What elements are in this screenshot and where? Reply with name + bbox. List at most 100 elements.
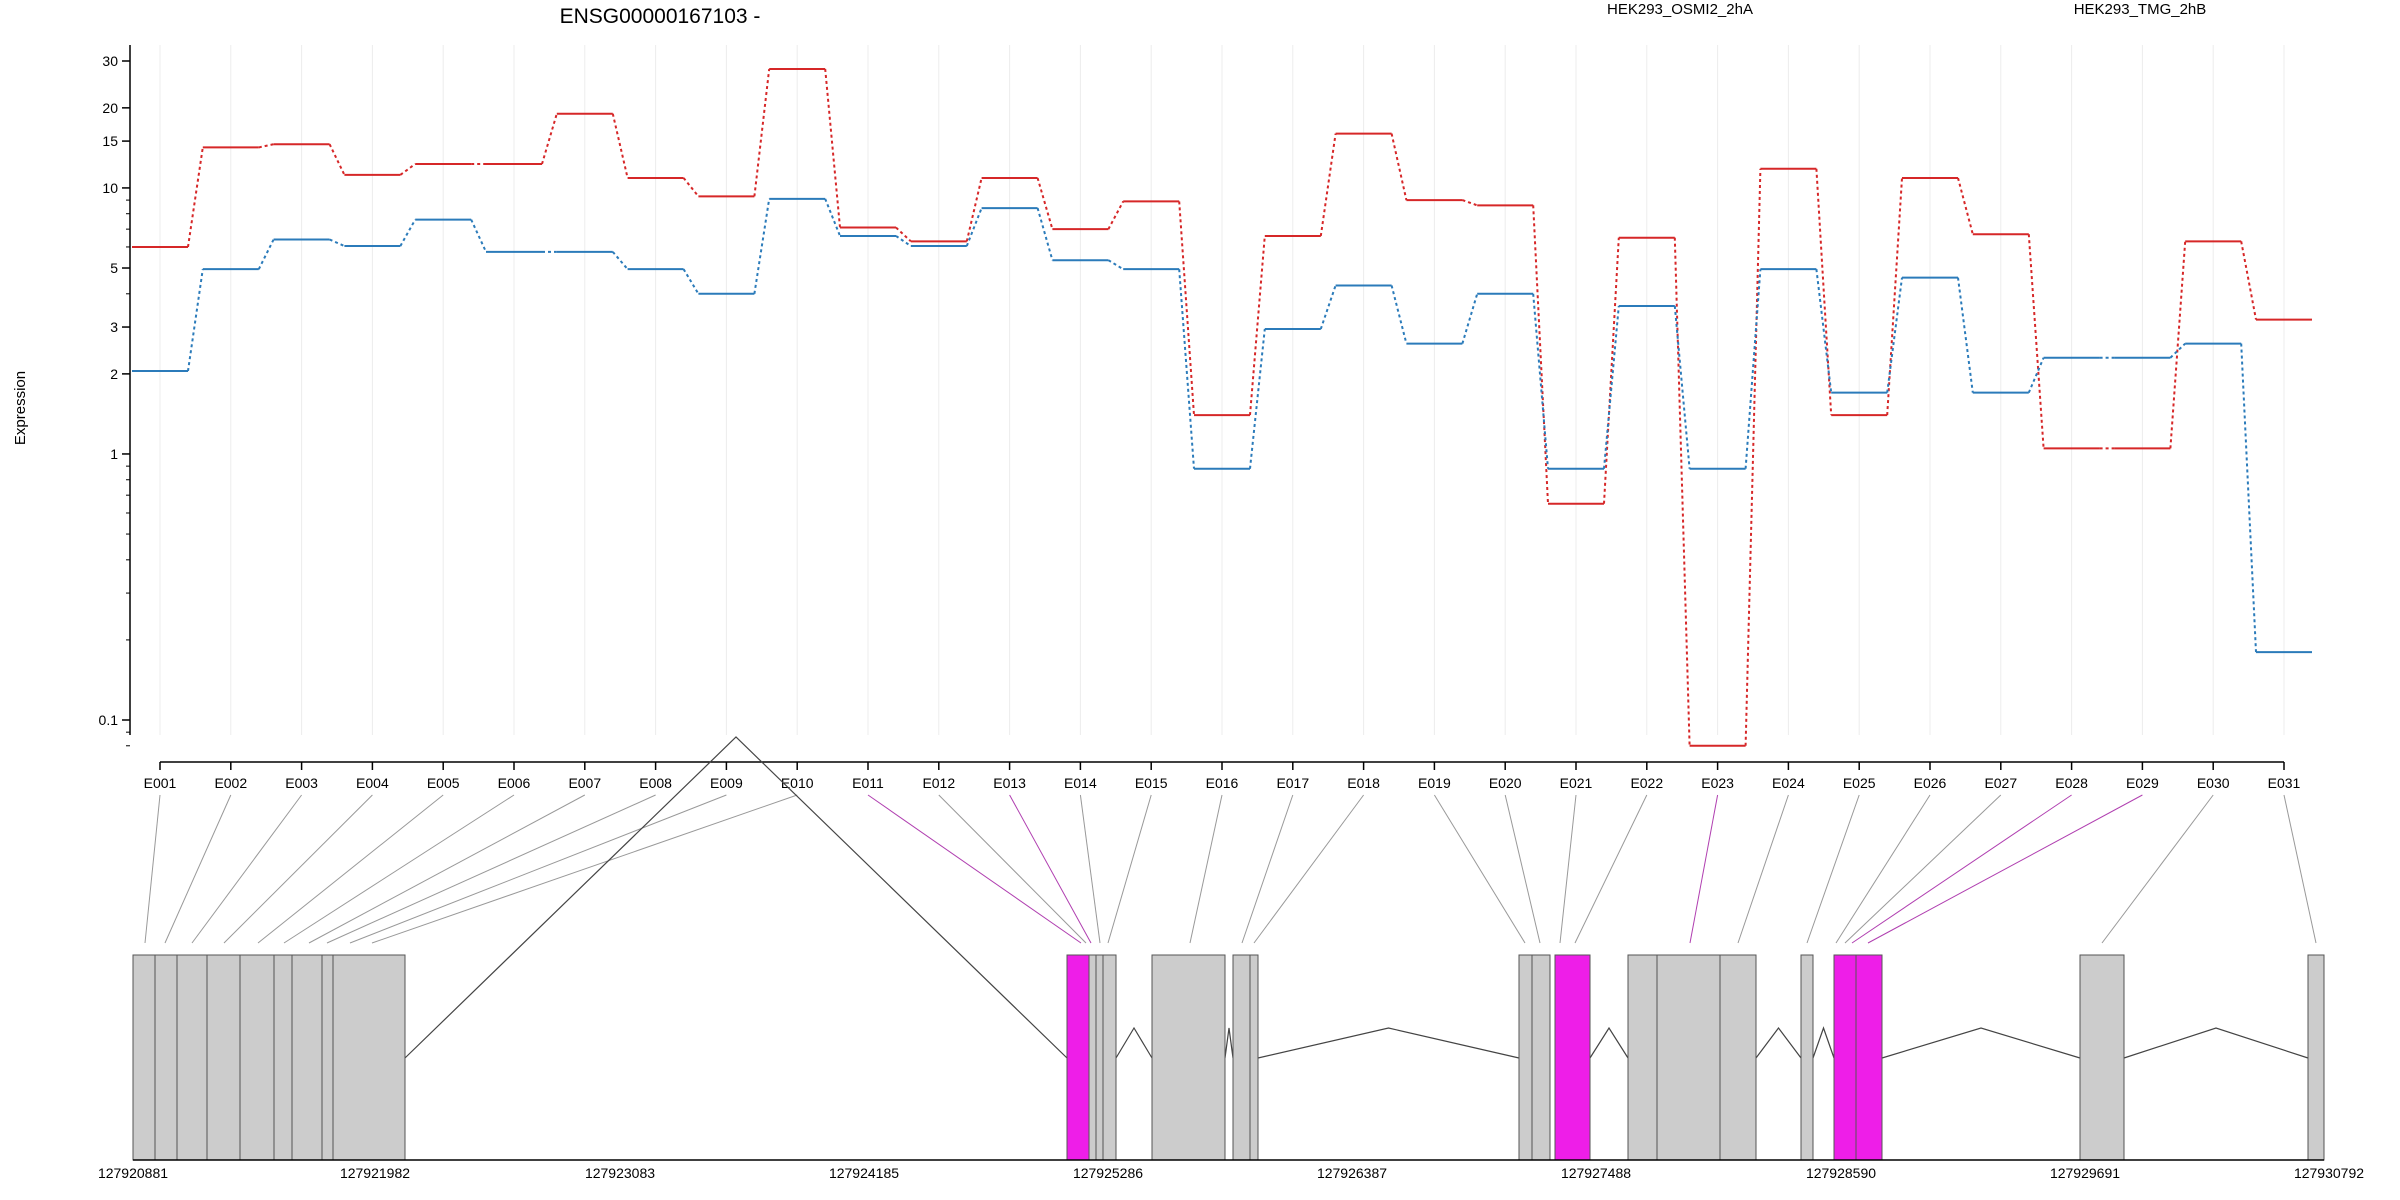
series-2-step — [1957, 277, 1974, 393]
series-2-step — [257, 239, 275, 270]
series-1-step — [1815, 168, 1833, 416]
series-1 — [132, 67, 2312, 747]
series-2-step — [1461, 293, 1479, 344]
x-tick-label-E028: E028 — [2055, 775, 2088, 791]
highlighted-exon-block — [1855, 954, 1883, 1161]
connector-E007 — [308, 794, 586, 944]
exon-block — [1627, 954, 1658, 1161]
coordinate-tick-label: 127924185 — [829, 1165, 899, 1181]
series-1-step — [1036, 177, 1054, 230]
series-2-step — [965, 207, 983, 247]
coordinate-tick-label: 127928590 — [1806, 1165, 1876, 1181]
connector-E008 — [326, 794, 656, 944]
exon-block — [321, 954, 334, 1161]
series-2-step — [1107, 259, 1124, 271]
series-1-step — [1603, 237, 1620, 504]
exon-block — [1249, 954, 1259, 1161]
exon-block — [132, 954, 156, 1161]
legend-entry-series-1: HEK293_OSMI2_2hA — [1607, 1, 1753, 18]
y-tick-label: 10 — [102, 180, 118, 196]
y-tick-label: 1 — [110, 446, 118, 462]
connector-E017 — [1241, 794, 1294, 944]
connector-E029 — [1867, 794, 2143, 944]
coordinate-tick-label: 127930792 — [2294, 1165, 2364, 1181]
exon-block — [1656, 954, 1721, 1161]
exon-block — [1102, 954, 1117, 1161]
x-tick-label-E020: E020 — [1489, 775, 1522, 791]
x-tick-label-E003: E003 — [285, 775, 318, 791]
series-1-step — [187, 147, 204, 248]
exon-block — [1719, 954, 1757, 1161]
series-2-step — [1886, 277, 1903, 393]
exon-block — [154, 954, 178, 1161]
connector-E030 — [2101, 794, 2214, 944]
exon-connectors — [144, 794, 2317, 944]
coordinate-tick-label: 127926387 — [1317, 1165, 1387, 1181]
exon-block — [2079, 954, 2125, 1161]
x-tick-label-E025: E025 — [1843, 775, 1876, 791]
intron — [1881, 1027, 2081, 1059]
series-1-step — [682, 177, 700, 197]
x-tick-label-E016: E016 — [1206, 775, 1239, 791]
y-tick-label: 20 — [102, 100, 118, 116]
intron — [1257, 1027, 1520, 1059]
connector-E027 — [1844, 794, 2002, 944]
series-1-step — [753, 68, 771, 197]
x-tick-label-E010: E010 — [781, 775, 814, 791]
exon-block — [176, 954, 208, 1161]
exon-block — [206, 954, 241, 1161]
y-tick-label: 15 — [102, 133, 118, 149]
highlighted-exon-block — [1554, 954, 1591, 1161]
x-tick-label-E027: E027 — [1984, 775, 2017, 791]
exon-block — [1232, 954, 1251, 1161]
series-2-step — [1249, 328, 1266, 469]
series-1-step — [1178, 201, 1195, 416]
connector-E016 — [1189, 794, 1223, 944]
series-1-step — [965, 177, 983, 242]
x-tick-label-E012: E012 — [922, 775, 955, 791]
gridlines — [159, 45, 2285, 735]
series-2-step — [1532, 293, 1549, 469]
x-tick-label-E013: E013 — [993, 775, 1026, 791]
x-tick-label-E011: E011 — [852, 775, 884, 791]
series-lines — [132, 67, 2312, 747]
exon-block — [273, 954, 293, 1161]
series-2-step — [329, 238, 345, 247]
intron — [1812, 1026, 1835, 1059]
x-tick-label-E007: E007 — [568, 775, 601, 791]
series-1-step — [258, 143, 274, 149]
series-2-step — [399, 219, 417, 247]
series-2-step — [1036, 207, 1054, 261]
intron — [2123, 1027, 2309, 1059]
series-1-step — [1390, 133, 1408, 201]
series-1-step — [399, 163, 416, 176]
chart-title: ENSG00000167103 - — [560, 5, 761, 28]
connector-E019 — [1433, 794, 1526, 944]
y-tick-label: 5 — [110, 260, 118, 276]
connector-E009 — [349, 794, 727, 944]
connector-E011 — [867, 794, 1082, 944]
connector-E006 — [283, 794, 515, 944]
intron — [404, 736, 1068, 1059]
connector-E003 — [191, 794, 303, 944]
coordinate-tick-label: 127921982 — [340, 1165, 410, 1181]
coordinate-tick-label: 127920881 — [98, 1165, 168, 1181]
series-2-step — [2240, 343, 2257, 653]
series-1-step — [541, 113, 558, 165]
series-1-step — [328, 143, 346, 176]
exon-block — [1518, 954, 1533, 1161]
x-tick-label-E002: E002 — [214, 775, 247, 791]
series-2-step — [470, 219, 487, 253]
connector-E021 — [1559, 794, 1577, 944]
series-1-step — [1673, 237, 1691, 746]
connector-E031 — [2283, 794, 2317, 944]
x-tick-label-E015: E015 — [1135, 775, 1168, 791]
connector-E005 — [257, 794, 444, 944]
connector-E001 — [144, 794, 161, 944]
series-1-step — [2027, 234, 2045, 449]
connector-E002 — [164, 794, 232, 944]
series-1-step — [1107, 200, 1125, 230]
series-1-step — [611, 113, 629, 179]
connector-E025 — [1806, 794, 1860, 944]
series-1-step — [1462, 199, 1478, 207]
